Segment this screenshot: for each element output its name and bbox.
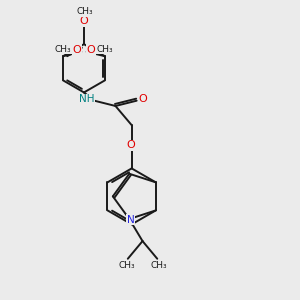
Text: CH₃: CH₃: [55, 45, 71, 54]
Text: O: O: [127, 140, 136, 150]
Text: CH₃: CH₃: [97, 45, 113, 54]
Text: O: O: [80, 16, 88, 26]
Text: CH₃: CH₃: [118, 261, 135, 270]
Text: N: N: [127, 214, 135, 225]
Text: CH₃: CH₃: [76, 7, 93, 16]
Text: O: O: [139, 94, 148, 104]
Text: NH: NH: [79, 94, 95, 104]
Text: O: O: [73, 45, 82, 55]
Text: CH₃: CH₃: [150, 261, 167, 270]
Text: O: O: [86, 45, 95, 55]
